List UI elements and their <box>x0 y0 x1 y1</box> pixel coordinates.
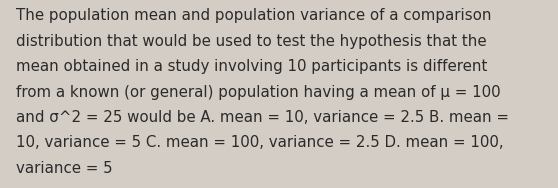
Text: from a known (or general) population having a mean of μ = 100: from a known (or general) population hav… <box>16 85 501 100</box>
Text: and σ^2 = 25 would be A. mean = 10, variance = 2.5 B. mean =: and σ^2 = 25 would be A. mean = 10, vari… <box>16 110 509 125</box>
Text: 10, variance = 5 C. mean = 100, variance = 2.5 D. mean = 100,: 10, variance = 5 C. mean = 100, variance… <box>16 135 503 150</box>
Text: distribution that would be used to test the hypothesis that the: distribution that would be used to test … <box>16 34 486 49</box>
Text: variance = 5: variance = 5 <box>16 161 112 176</box>
Text: The population mean and population variance of a comparison: The population mean and population varia… <box>16 8 491 24</box>
Text: mean obtained in a study involving 10 participants is different: mean obtained in a study involving 10 pa… <box>16 59 487 74</box>
